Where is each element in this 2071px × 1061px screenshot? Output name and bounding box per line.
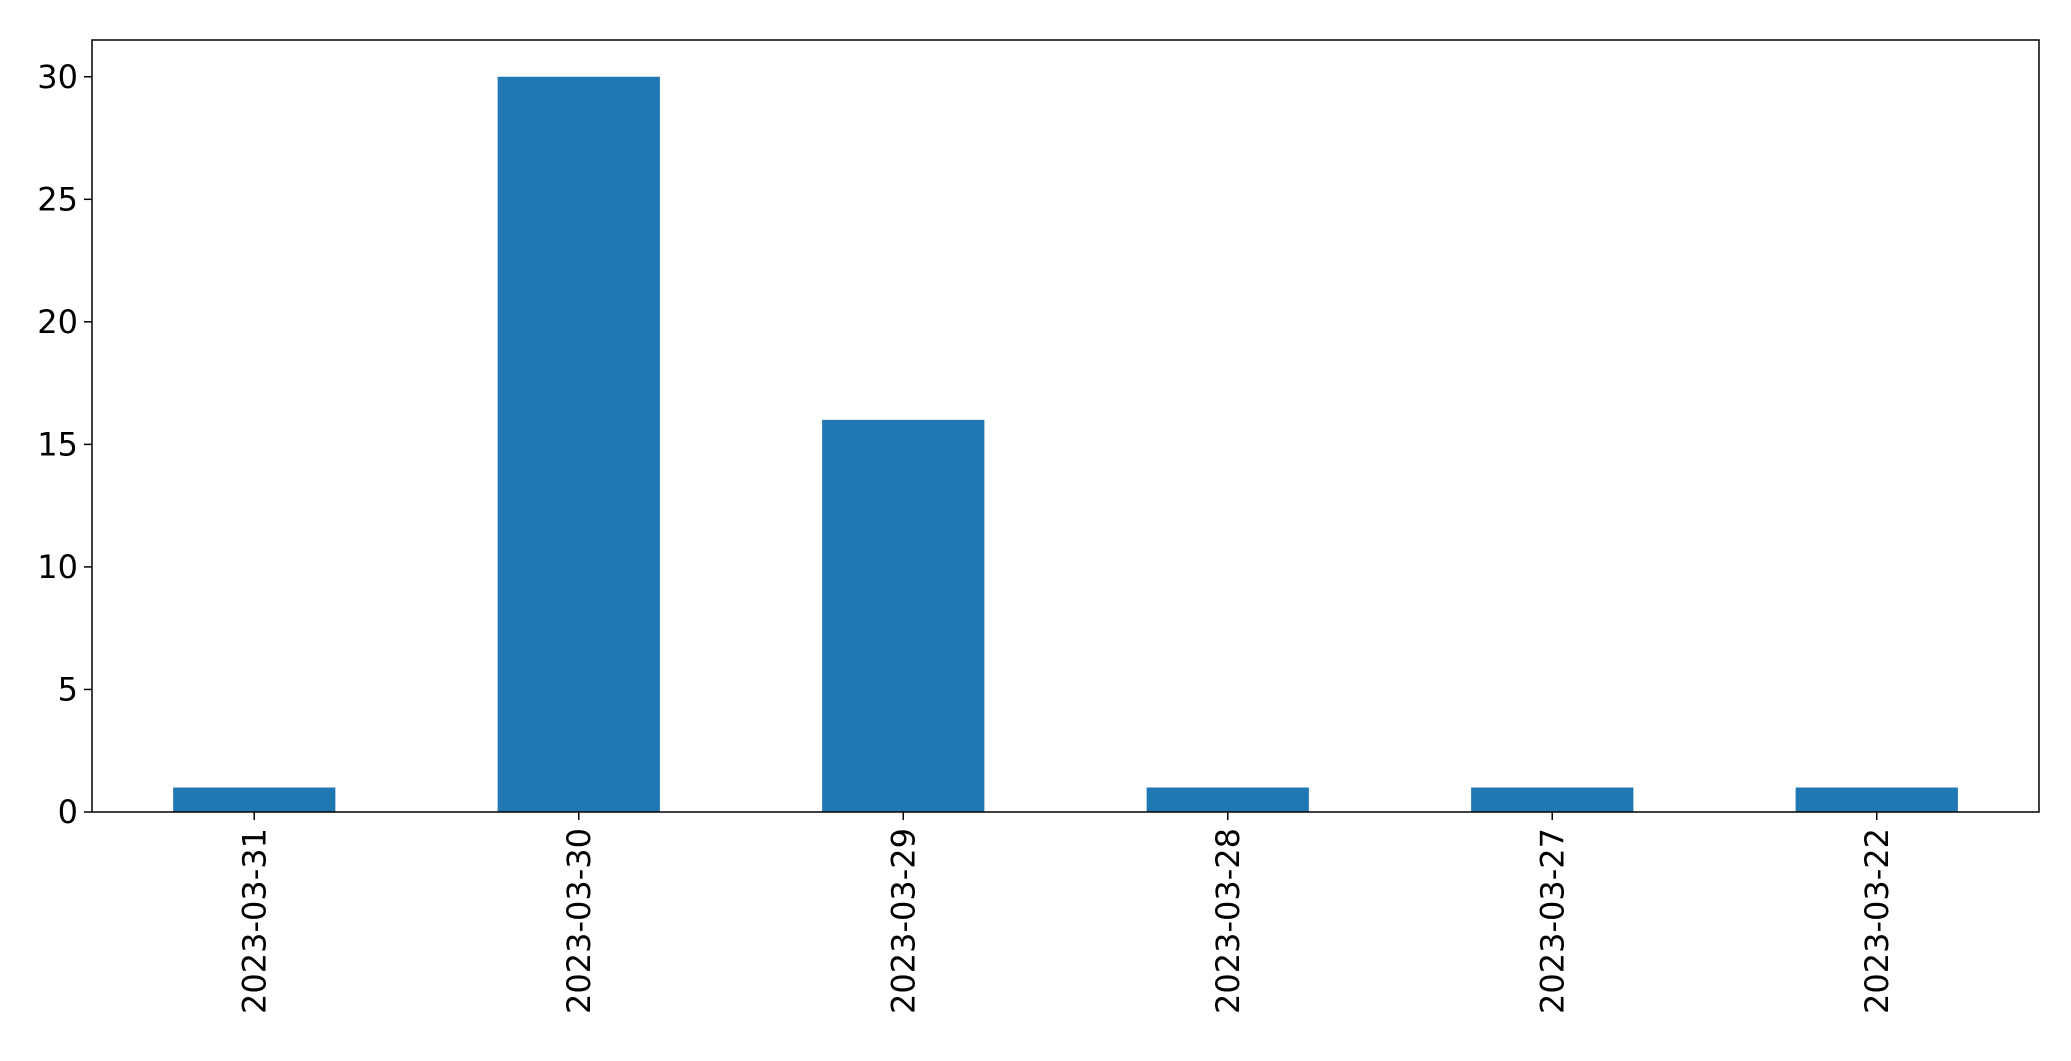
- bar-2023-03-22: [1795, 787, 1958, 812]
- x-tick-label: 2023-03-28: [1209, 828, 1247, 1014]
- x-axis: 2023-03-31 2023-03-30 2023-03-29 2023-03-28…: [235, 812, 1896, 1014]
- x-tick-label: 2023-03-31: [235, 828, 273, 1014]
- bars-layer: [173, 76, 1958, 812]
- y-tick-label: 20: [37, 303, 78, 341]
- y-tick-label: 25: [37, 180, 78, 218]
- y-axis: 0 5 10 15 20 25 30: [37, 58, 92, 831]
- x-tick-label: 2023-03-30: [560, 828, 598, 1014]
- bar-2023-03-29: [822, 419, 985, 812]
- y-tick-label: 10: [37, 548, 78, 586]
- y-tick-label: 0: [58, 793, 78, 831]
- bar-2023-03-31: [173, 787, 336, 812]
- bar-2023-03-30: [497, 76, 660, 812]
- bar-2023-03-27: [1471, 787, 1634, 812]
- plot-frame: [91, 39, 2040, 813]
- x-tick-label: 2023-03-27: [1533, 828, 1571, 1014]
- x-tick-label: 2023-03-22: [1858, 828, 1896, 1014]
- bar-2023-03-28: [1146, 787, 1309, 812]
- y-tick-label: 30: [37, 58, 78, 96]
- x-tick-label: 2023-03-29: [884, 828, 922, 1014]
- y-tick-label: 5: [58, 670, 78, 708]
- y-tick-label: 15: [37, 425, 78, 463]
